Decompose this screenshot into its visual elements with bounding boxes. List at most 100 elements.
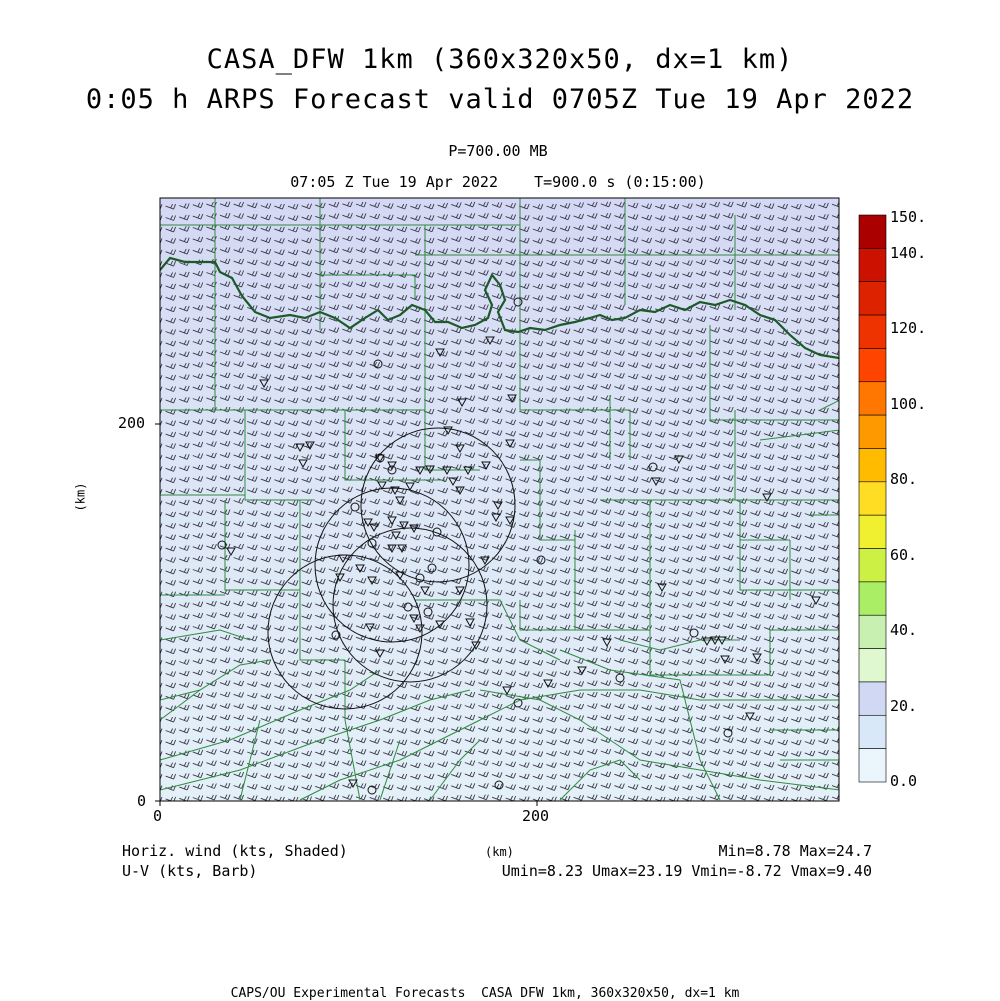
colorbar-label-0: 0.0 [890, 772, 918, 790]
station-triangle [397, 544, 407, 554]
station-circle [367, 538, 377, 548]
field-label-barb: U-V (kts, Barb) [122, 862, 258, 880]
colorbar-swatch [858, 614, 887, 649]
county-boundaries [160, 198, 839, 801]
station-circle [513, 698, 523, 708]
station-triangle [425, 465, 435, 475]
colorbar [858, 214, 887, 783]
station-triangle [435, 348, 445, 358]
map-frame [159, 197, 840, 802]
station-triangle [455, 486, 465, 496]
station-triangle [395, 571, 405, 581]
station-triangle [502, 686, 512, 696]
station-triangle [226, 547, 236, 557]
station-triangle [369, 523, 379, 533]
station-triangle [710, 636, 720, 646]
station-circle [494, 780, 504, 790]
station-circle [217, 540, 227, 550]
station-triangle [375, 454, 385, 464]
station-triangle [505, 516, 515, 526]
station-triangle [442, 466, 452, 476]
station-triangle [657, 583, 667, 593]
field-label-shaded: Horiz. wind (kts, Shaded) [122, 842, 348, 860]
station-triangle [409, 614, 419, 624]
station-triangle [471, 641, 481, 651]
station-triangle [387, 544, 397, 554]
station-triangle [463, 466, 473, 476]
red-river-border [160, 256, 839, 360]
station-circle [432, 527, 442, 537]
station-triangle [602, 638, 612, 648]
station-triangle [455, 586, 465, 596]
station-circle [350, 502, 360, 512]
station-triangle [395, 496, 405, 506]
y-tick-0: 0 [137, 792, 147, 810]
station-triangle [415, 466, 425, 476]
station-triangle [720, 655, 730, 665]
observation-stations [217, 297, 821, 795]
station-triangle [577, 666, 587, 676]
colorbar-label-80: 80. [890, 470, 918, 488]
station-circle [536, 555, 546, 565]
level-label: P=700.00 MB [448, 142, 548, 160]
station-triangle [387, 516, 397, 526]
station-triangle [363, 518, 373, 528]
wind-barb-field [160, 201, 839, 801]
credit-line: CAPS/OU Experimental Forecasts CASA DFW … [230, 986, 740, 1001]
x-tick-0: 0 [153, 807, 163, 825]
station-triangle [457, 398, 467, 408]
colorbar-swatch [858, 314, 887, 349]
valid-time-label: 07:05 Z Tue 19 Apr 2022 T=900.0 s (0:15:… [290, 173, 706, 191]
station-triangle [717, 636, 727, 646]
station-triangle [405, 482, 415, 492]
station-triangle [674, 455, 684, 465]
station-circle [367, 785, 377, 795]
colorbar-swatch [858, 648, 887, 683]
colorbar-swatch [858, 548, 887, 583]
colorbar-swatch [858, 381, 887, 416]
y-axis-unit: (km) [73, 482, 88, 512]
station-circle [415, 573, 425, 583]
wind-barbs [160, 201, 839, 801]
station-triangle [455, 444, 465, 454]
colorbar-label-20: 20. [890, 697, 918, 715]
colorbar-swatch [858, 481, 887, 516]
colorbar-swatch [858, 714, 887, 749]
colorbar-label-60: 60. [890, 546, 918, 564]
station-triangle [295, 443, 305, 453]
colorbar-label-150: 150. [890, 208, 927, 226]
station-triangle [493, 501, 503, 511]
min-max-label: Min=8.78 Max=24.7 [718, 842, 872, 860]
station-circle [615, 673, 625, 683]
station-triangle [762, 493, 772, 503]
station-circle [423, 607, 433, 617]
colorbar-label-140: 140. [890, 244, 927, 262]
station-triangle [259, 379, 269, 389]
station-triangle [811, 596, 821, 606]
colorbar-label-100: 100. [890, 395, 927, 413]
station-triangle [338, 554, 348, 564]
station-circle [689, 628, 699, 638]
station-triangle [415, 624, 425, 634]
station-triangle [377, 481, 387, 491]
station-triangle [448, 477, 458, 487]
station-circle [331, 630, 341, 640]
station-triangle [409, 524, 419, 534]
station-triangle [298, 459, 308, 469]
station-triangle [375, 649, 385, 659]
axis-ticks [155, 423, 538, 806]
y-tick-200: 200 [118, 414, 146, 432]
station-circle [723, 728, 733, 738]
station-circle [648, 462, 658, 472]
station-triangle [443, 426, 453, 436]
station-triangle [752, 653, 762, 663]
station-triangle [305, 441, 315, 451]
station-triangle [485, 336, 495, 346]
station-circle [513, 297, 523, 307]
colorbar-swatch [858, 248, 887, 283]
colorbar-swatch [858, 581, 887, 616]
colorbar-swatch [858, 748, 887, 783]
colorbar-swatch [858, 448, 887, 483]
station-triangle [420, 586, 430, 596]
station-triangle [507, 394, 517, 404]
